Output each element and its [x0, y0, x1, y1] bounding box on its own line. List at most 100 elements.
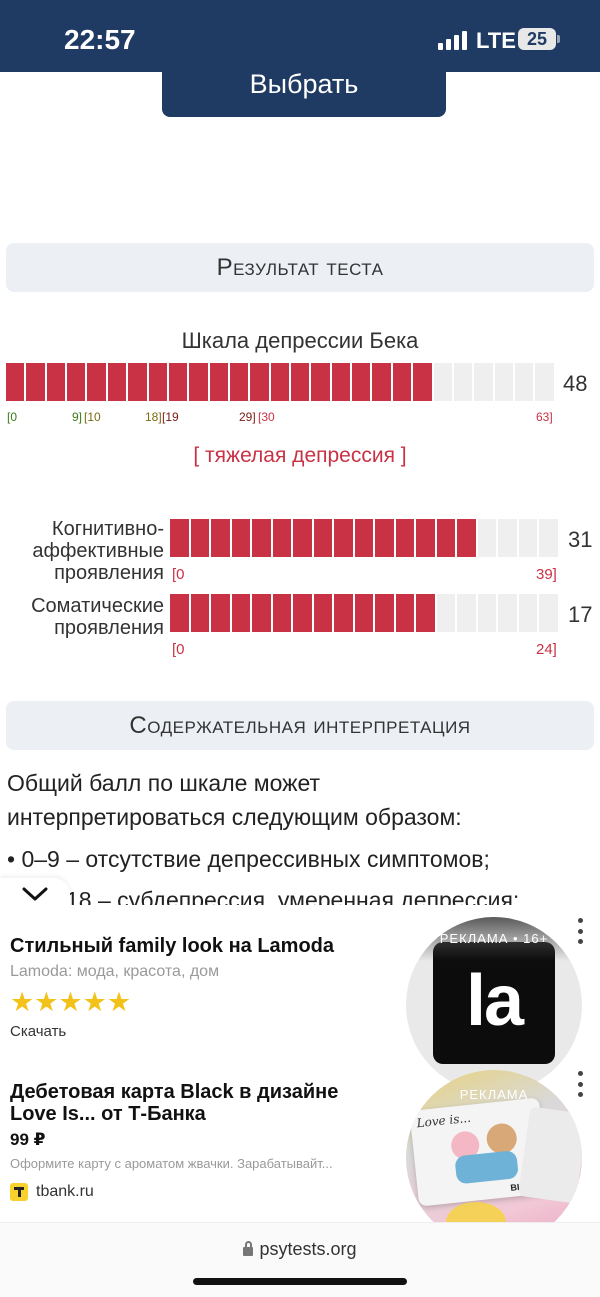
bar-segment-empty — [535, 363, 556, 401]
interpretation-intro-1: Общий балл по шкале может — [7, 770, 321, 796]
ad-lamoda-subtitle: Lamoda: мода, красота, дом — [10, 963, 220, 980]
network-type: LTE — [476, 28, 516, 53]
bar-segment-filled — [313, 519, 335, 557]
bar-segment-filled — [331, 363, 353, 401]
collapse-ads-button[interactable] — [0, 878, 70, 910]
bar-segment-filled — [67, 363, 88, 401]
signal-icon — [438, 30, 467, 50]
ad-lamoda-menu-icon[interactable] — [572, 918, 588, 944]
bar-segment-filled — [252, 594, 273, 632]
interpretation-header: Содержательная интерпретация — [6, 701, 594, 750]
bar-segment-filled — [334, 519, 355, 557]
ad-lamoda-title[interactable]: Стильный family look на Lamoda — [10, 935, 335, 957]
ad-lamoda-download-button[interactable]: Скачать — [10, 1023, 67, 1040]
bar-segment-filled — [107, 363, 129, 401]
ad-tbank-domain[interactable]: tbank.ru — [10, 1183, 94, 1201]
bar-segment-filled — [209, 363, 230, 401]
subscale-somatic-min: [0 — [172, 641, 185, 658]
bar-segment-filled — [272, 594, 294, 632]
bar-segment-filled — [211, 594, 232, 632]
bar-segment-filled — [128, 363, 149, 401]
bar-segment-filled — [293, 594, 314, 632]
bar-segment-filled — [395, 594, 417, 632]
ad-tbank-badge: РЕКЛАМА — [459, 1087, 529, 1102]
ad-tbank-description: Оформите карту с ароматом жвачки. Зараба… — [10, 1156, 333, 1171]
bar-segment-filled — [252, 519, 273, 557]
subscale-cognitive-label: Когнитивно- аффективные проявления — [32, 518, 164, 584]
severity-label: [ тяжелая депрессия ] — [193, 444, 407, 467]
tick-29: 29] — [239, 410, 256, 424]
bar-segment-filled — [272, 519, 294, 557]
ad-tbank-title-1[interactable]: Дебетовая карта Black в дизайне — [10, 1081, 339, 1103]
lamoda-logo: la — [433, 942, 555, 1064]
subscale-cognitive-bar — [170, 519, 560, 557]
bar-segment-filled — [291, 363, 312, 401]
ad-tbank-title-2[interactable]: Love Is... от Т-Банка — [10, 1103, 206, 1125]
subscale-somatic-score: 17 — [568, 602, 593, 627]
battery-icon: 25 — [518, 28, 556, 50]
tick-18: 18] — [145, 410, 162, 424]
bar-segment-filled — [270, 363, 292, 401]
bar-segment-filled — [26, 363, 47, 401]
interpretation-item-1: • 0–9 – отсутствие депрессивных симптомо… — [7, 846, 490, 872]
lock-icon — [243, 1241, 254, 1256]
bar-segment-filled — [170, 594, 191, 632]
bar-segment-filled — [457, 519, 478, 557]
tick-10: [10 — [84, 410, 101, 424]
bar-segment-filled — [372, 363, 393, 401]
bar-segment-empty — [477, 519, 499, 557]
bar-segment-empty — [433, 363, 454, 401]
bar-segment-filled — [375, 519, 396, 557]
bar-segment-filled — [189, 363, 210, 401]
select-button[interactable]: Выбрать — [162, 60, 446, 117]
chevron-down-icon — [22, 887, 48, 901]
tbank-logo-icon — [10, 1183, 28, 1201]
bar-segment-filled — [211, 519, 232, 557]
bar-segment-empty — [518, 519, 540, 557]
url-text: psytests.org — [259, 1239, 357, 1259]
bar-segment-empty — [453, 363, 475, 401]
bar-segment-filled — [231, 594, 253, 632]
ad-tbank-menu-icon[interactable] — [572, 1071, 588, 1097]
bar-segment-filled — [190, 519, 212, 557]
subscale-somatic-max: 24] — [536, 641, 557, 658]
depression-scale-bar — [6, 363, 556, 401]
bar-segment-filled — [190, 594, 212, 632]
tick-30: [30 — [258, 410, 275, 424]
ad-tbank-image[interactable]: Love is... BLACK РЕКЛАМА — [406, 1070, 582, 1246]
ad-tbank-price: 99 ₽ — [10, 1130, 46, 1149]
bar-segment-empty — [477, 594, 499, 632]
scale-title: Шкала депрессии Бека — [181, 328, 419, 353]
bar-segment-empty — [494, 363, 515, 401]
bar-segment-empty — [457, 594, 478, 632]
bar-segment-filled — [352, 363, 373, 401]
bar-segment-empty — [474, 363, 495, 401]
bar-segment-filled — [413, 363, 434, 401]
bar-segment-filled — [148, 363, 169, 401]
subscale-somatic-label: Соматические проявления — [31, 595, 164, 639]
bar-segment-filled — [416, 594, 437, 632]
subscale-cognitive-min: [0 — [172, 566, 185, 583]
subscale-cognitive-score: 31 — [568, 527, 593, 552]
battery-tip — [557, 35, 560, 43]
home-indicator[interactable] — [193, 1278, 407, 1285]
bar-segment-filled — [87, 363, 108, 401]
bar-segment-empty — [514, 363, 536, 401]
bar-segment-filled — [168, 363, 190, 401]
subscale-somatic-bar — [170, 594, 560, 632]
interpretation-intro-2: интерпретироваться следующим образом: — [7, 804, 462, 830]
browser-url-bar[interactable]: psytests.org — [0, 1222, 600, 1297]
bar-segment-filled — [250, 363, 271, 401]
tick-0: [0 — [7, 410, 18, 424]
bar-segment-filled — [354, 594, 376, 632]
bar-segment-empty — [518, 594, 540, 632]
tick-19: [19 — [162, 410, 179, 424]
tick-63: 63] — [536, 410, 553, 424]
bar-segment-empty — [539, 519, 560, 557]
total-score: 48 — [563, 371, 588, 396]
ad-lamoda-rating: ★★★★★ — [10, 987, 132, 1017]
bar-segment-filled — [6, 363, 27, 401]
ad-lamoda-image[interactable]: la РЕКЛАМА • 16+ — [406, 917, 582, 1093]
bar-segment-empty — [498, 594, 519, 632]
tick-9: 9] — [72, 410, 83, 424]
